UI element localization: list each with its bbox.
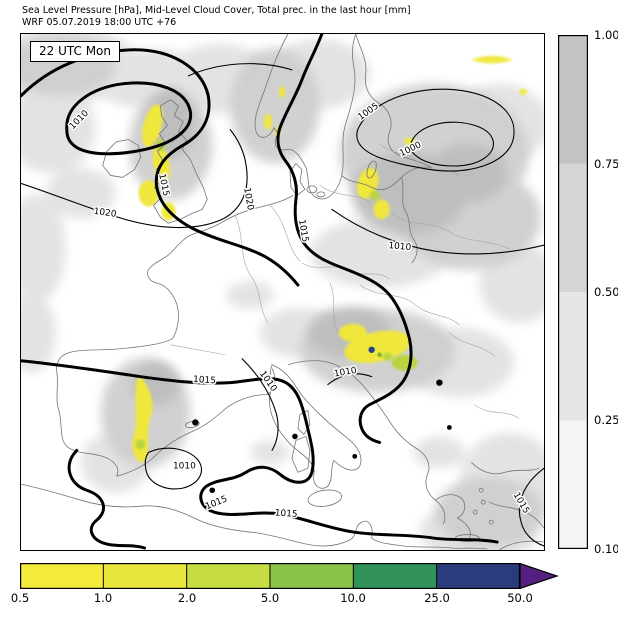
cloud-colorbar-frame [558,35,588,549]
precipitation-heavy-specks [368,346,383,358]
cloud-colorbar-tick: 0.10 [594,542,618,556]
precip-colorbar-segment [20,563,104,589]
map-dots [192,379,452,494]
time-label: 22 UTC Mon [30,41,120,62]
precip-colorbar-tick: 2.0 [177,591,197,605]
cloud-colorbar-segment [558,292,588,421]
isobar-label: 1010 [388,241,412,253]
weather-map: 22 UTC Mon [20,33,545,551]
border-layer [170,143,520,419]
cloud-colorbar-tick: 0.25 [594,413,618,427]
coastline-layer [21,34,544,550]
precip-colorbar-tick: 0.5 [10,591,30,605]
isobar-label: 1015 [274,508,297,520]
isobar-label: 1020 [93,207,117,220]
precip-colorbar-segment [103,563,187,589]
precip-colorbar-segment [436,563,520,589]
isobar-label: 1015 [296,219,310,243]
precip-colorbar-segment [270,563,354,589]
precip-colorbar-frame [20,563,520,589]
cloud-colorbar-segment [558,163,588,292]
cloud-colorbar-tick: 1.00 [594,28,618,42]
precip-colorbar-segment [353,563,437,589]
precip-colorbar-arrow-icon [519,562,559,590]
precip-colorbar-tick: 1.0 [93,591,113,605]
isobar-thick-layer [21,34,499,550]
precip-colorbar-tick: 50.0 [507,591,533,605]
precip-colorbar-tick: 25.0 [424,591,450,605]
cloud-colorbar-canvas [558,35,588,549]
precip-colorbar-segment [186,563,270,589]
isobar-label: 1010 [173,461,196,471]
cloud-colorbar-segment [558,420,588,549]
precip-colorbar-canvas [20,562,559,590]
map-canvas: 1010 1015 1020 1020 1015 1005 1000 1010 … [21,34,544,550]
cloud-cover-colorbar [558,35,588,549]
figure-title: Sea Level Pressure [hPa], Mid-Level Clou… [22,5,411,16]
figure-subtitle: WRF 05.07.2019 18:00 UTC +76 [22,17,177,28]
precip-colorbar-tick: 5.0 [260,591,280,605]
isobar-label: 1015 [204,494,229,512]
isobar-label: 1020 [241,187,255,211]
precip-colorbar-tick: 10.0 [340,591,366,605]
cloud-colorbar-tick: 0.75 [594,157,618,171]
cloud-colorbar-segment [558,35,588,164]
isobar-thin-layer [21,63,544,547]
precip-colorbar [20,562,565,590]
cloud-colorbar-tick: 0.50 [594,285,618,299]
isobar-label: 1015 [193,375,216,387]
